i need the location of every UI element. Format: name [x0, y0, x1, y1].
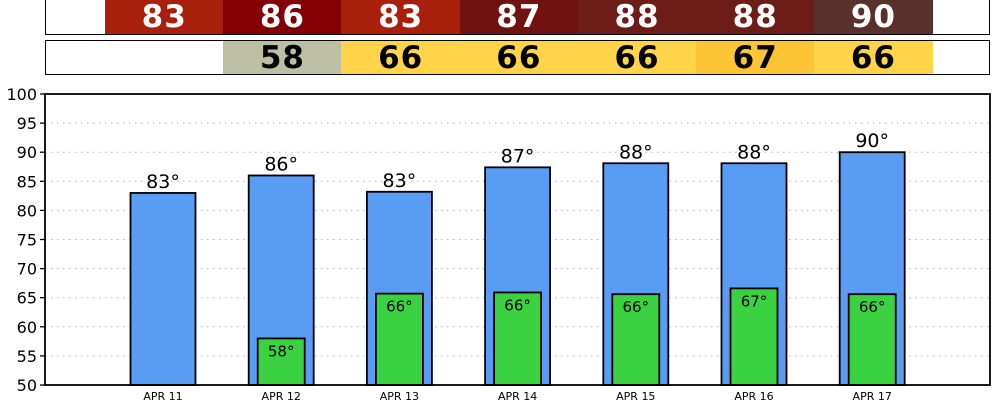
- low-bar-2: [256, 337, 306, 386]
- y-tick-label: 65: [17, 289, 37, 308]
- high-strip-cell-6: 88: [696, 0, 815, 35]
- low-bar-label-3: 66°: [386, 298, 413, 316]
- low-bar-label-4: 66°: [504, 296, 531, 314]
- axes: 50 55 60 65 70 75 80 85 90 95 100 APR 11 APR 12 APR 1…: [6, 85, 991, 400]
- high-strip-cell-2: 86: [223, 0, 342, 35]
- low-bar-label-2: 58°: [268, 342, 295, 360]
- low-strip-cell-6: 67: [696, 40, 815, 76]
- high-bar-label-2: 86°: [264, 153, 298, 175]
- low-strip-cell-1: [105, 41, 224, 74]
- grid-lines: [45, 122, 990, 357]
- x-tick-label-5: APR 15: [616, 390, 655, 400]
- low-strip-cell-3: 66: [341, 40, 460, 76]
- x-tick-label-7: APR 17: [853, 390, 892, 400]
- low-bars: [256, 287, 897, 386]
- low-bar-label-5: 66°: [623, 298, 650, 316]
- x-tick-label-4: APR 14: [498, 390, 537, 400]
- low-bar-label-7: 66°: [859, 298, 886, 316]
- plot-frame: [44, 93, 991, 386]
- y-tick-label: 50: [17, 376, 37, 395]
- x-tick-label-2: APR 12: [262, 390, 301, 400]
- high-bar-label-1: 83°: [146, 171, 180, 193]
- low-bar-5: [611, 293, 661, 386]
- high-bar-label-5: 88°: [619, 141, 653, 163]
- x-tick-label-1: APR 11: [143, 390, 182, 400]
- high-bar-label-6: 88°: [737, 141, 771, 163]
- low-bar-label-6: 67°: [741, 292, 768, 310]
- y-tick-label: 80: [17, 201, 37, 220]
- y-tick-label: 55: [17, 347, 37, 366]
- y-tick-label: 60: [17, 318, 37, 337]
- y-tick-label: 95: [17, 114, 37, 133]
- high-strip-cell-5: 88: [577, 0, 697, 35]
- x-tick-label-3: APR 13: [380, 390, 419, 400]
- y-tick-label: 75: [17, 231, 37, 250]
- low-strip-cell-5: 66: [577, 40, 697, 76]
- data-labels: 83° 86° 58° 83° 66° 87° 66° 88° 66° 88° 67° 90° 66°: [146, 130, 889, 360]
- low-strip-cell-4: 66: [459, 40, 579, 76]
- high-strip-cell-1: 83: [105, 0, 224, 35]
- high-bar-label-7: 90°: [855, 130, 889, 152]
- high-strip-cell-4: 87: [459, 0, 579, 35]
- y-tick-label: 90: [17, 143, 37, 162]
- y-tick-label: 100: [6, 85, 37, 104]
- x-tick-label-6: APR 16: [734, 390, 773, 400]
- low-temperature-strip: 58 66 66 66 67 66: [45, 40, 990, 76]
- y-tick-label: 70: [17, 260, 37, 279]
- low-strip-cell-2: 58: [223, 40, 342, 76]
- high-strip-cell-3: 83: [341, 0, 460, 35]
- high-strip-cell-7: 90: [814, 0, 933, 35]
- high-bar-label-4: 87°: [501, 145, 535, 167]
- high-bar-1: [129, 192, 197, 386]
- high-bar-label-3: 83°: [383, 170, 417, 192]
- high-temperature-strip: 83 86 83 87 88 88 90: [45, 0, 990, 35]
- low-strip-cell-7: 66: [814, 40, 933, 76]
- y-tick-label: 85: [17, 172, 37, 191]
- low-bar-3: [374, 292, 424, 386]
